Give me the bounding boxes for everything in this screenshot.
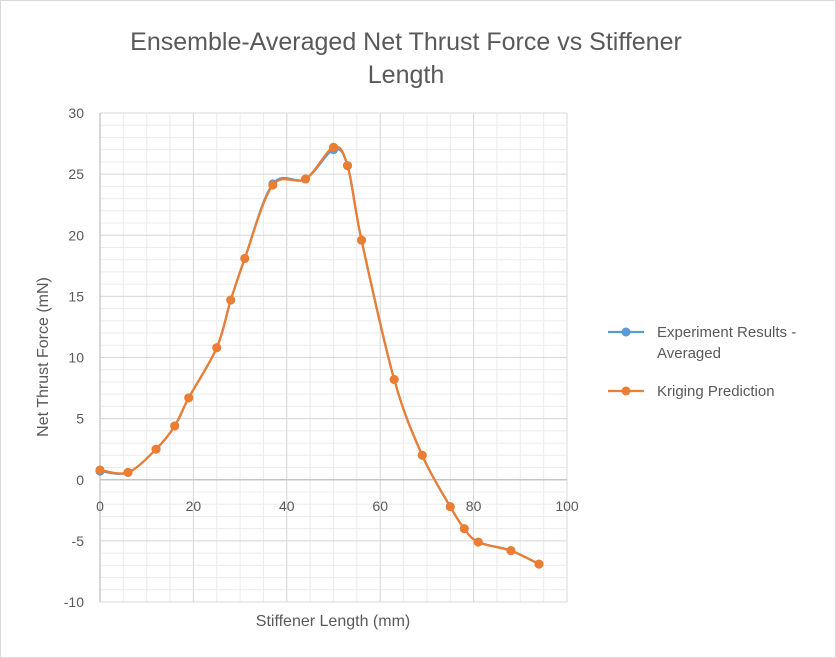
data-point bbox=[459, 524, 469, 534]
data-point bbox=[212, 343, 222, 353]
data-point bbox=[95, 465, 105, 475]
x-tick-label: 20 bbox=[186, 498, 202, 514]
data-point bbox=[226, 295, 236, 305]
x-tick-label: 40 bbox=[279, 498, 295, 514]
data-point bbox=[445, 502, 455, 512]
chart-title: Ensemble-Averaged Net Thrust Force vs St… bbox=[130, 28, 682, 89]
data-point bbox=[389, 375, 399, 385]
data-point bbox=[184, 393, 194, 403]
series-layer bbox=[95, 142, 544, 569]
x-tick-label: 100 bbox=[555, 498, 579, 514]
y-tick-label: -5 bbox=[72, 533, 85, 549]
axes bbox=[99, 113, 567, 602]
data-point bbox=[151, 444, 161, 454]
legend-item-kriging-prediction: Kriging Prediction bbox=[608, 383, 775, 400]
legend-label: Kriging Prediction bbox=[657, 383, 775, 400]
y-axis-ticks: 30 25 20 15 10 5 0 -5 -10 bbox=[64, 105, 84, 610]
gridlines bbox=[99, 112, 568, 603]
data-point bbox=[240, 253, 250, 263]
legend-label: Experiment Results - bbox=[657, 324, 796, 341]
y-tick-label: 15 bbox=[68, 288, 84, 304]
y-tick-label: 10 bbox=[68, 350, 84, 366]
data-point bbox=[300, 174, 310, 184]
data-point bbox=[417, 450, 427, 460]
legend-swatch-marker bbox=[621, 386, 631, 396]
x-tick-label: 80 bbox=[466, 498, 482, 514]
data-point bbox=[123, 467, 133, 477]
data-point bbox=[170, 421, 180, 431]
data-point bbox=[329, 142, 338, 152]
data-point bbox=[506, 546, 516, 556]
x-axis-title: Stiffener Length (mm) bbox=[256, 613, 410, 630]
y-tick-label: 20 bbox=[68, 227, 84, 243]
data-point bbox=[473, 537, 483, 547]
data-point bbox=[268, 180, 278, 190]
data-point bbox=[534, 559, 544, 569]
legend: Experiment Results - Averaged Kriging Pred… bbox=[608, 324, 796, 400]
y-tick-label: 25 bbox=[68, 166, 84, 182]
y-axis-title: Net Thrust Force (mN) bbox=[35, 277, 52, 437]
x-tick-label: 60 bbox=[372, 498, 388, 514]
legend-label: Averaged bbox=[657, 345, 721, 362]
x-tick-label: 0 bbox=[96, 498, 104, 514]
legend-item-experiment-results: Experiment Results - Averaged bbox=[608, 324, 796, 362]
series-kriging-prediction bbox=[95, 142, 544, 569]
y-tick-label: -10 bbox=[64, 594, 84, 610]
y-tick-label: 0 bbox=[76, 472, 84, 488]
x-axis-ticks: 0 20 40 60 80 100 bbox=[96, 498, 579, 514]
y-tick-label: 30 bbox=[68, 105, 84, 121]
data-point bbox=[343, 161, 353, 171]
data-point bbox=[357, 235, 367, 245]
legend-swatch-marker bbox=[621, 327, 631, 337]
y-tick-label: 5 bbox=[76, 411, 84, 427]
